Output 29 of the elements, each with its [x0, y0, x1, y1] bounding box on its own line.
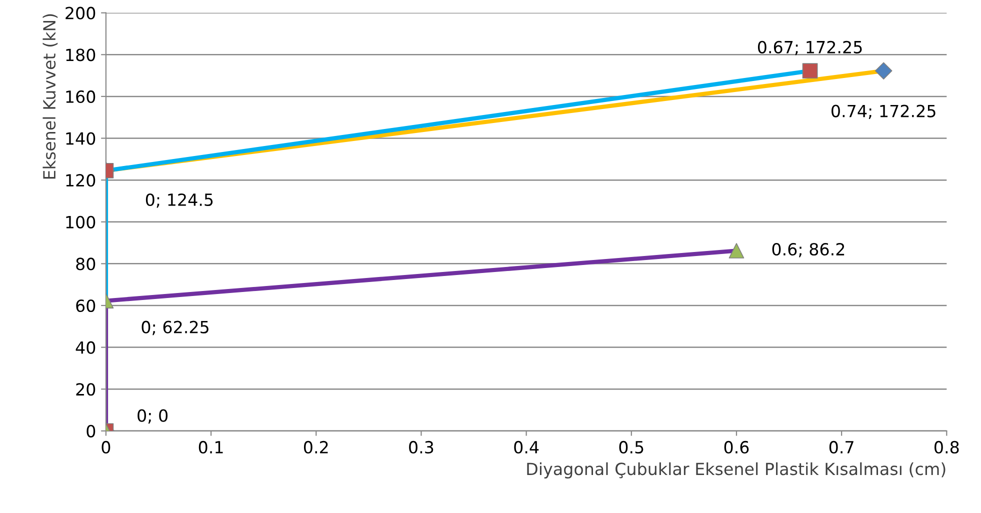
y-tick-label: 160: [66, 90, 96, 104]
y-tick-label: 100: [66, 216, 96, 228]
annotation: 0.74; 172.25: [832, 104, 936, 120]
x-tick-label: 0.8: [934, 440, 959, 454]
y-tick-label: 80: [76, 258, 96, 270]
x-axis-title: Diyagonal Çubuklar Eksenel Plastik Kısalması (cm): [527, 462, 946, 478]
y-tick-label: 20: [76, 383, 96, 396]
x-tick-label: 0.6: [724, 440, 749, 454]
y-tick-label: 60: [76, 299, 96, 312]
x-tick-label: 0.7: [829, 440, 854, 454]
x-tick-label: 0.2: [304, 440, 328, 454]
y-tick-label: 140: [66, 132, 96, 145]
x-tick-label: 0.1: [198, 440, 223, 454]
annotation: 0.6; 86.2: [772, 242, 844, 258]
y-tick-label: 120: [66, 174, 96, 187]
point: [874, 62, 892, 80]
annotation: 0; 62.25: [142, 320, 208, 336]
x-tick-label: 0.3: [409, 440, 434, 454]
y-tick-label: 200: [66, 6, 96, 20]
y-tick-label: 180: [66, 48, 96, 62]
x-tick-label: 0: [102, 440, 110, 454]
y-tick-label: 0: [86, 424, 96, 438]
y-tick-label: 40: [76, 341, 96, 354]
annotation: 0; 124.5: [146, 193, 213, 208]
x-tick-label: 0.5: [619, 440, 644, 454]
annotation: 0; 0: [138, 409, 168, 424]
y-axis-title: Eksenel Kuvvet (kN): [42, 14, 58, 179]
annotation: 0.67; 172.25: [758, 40, 862, 56]
x-tick-label: 0.4: [514, 440, 539, 454]
